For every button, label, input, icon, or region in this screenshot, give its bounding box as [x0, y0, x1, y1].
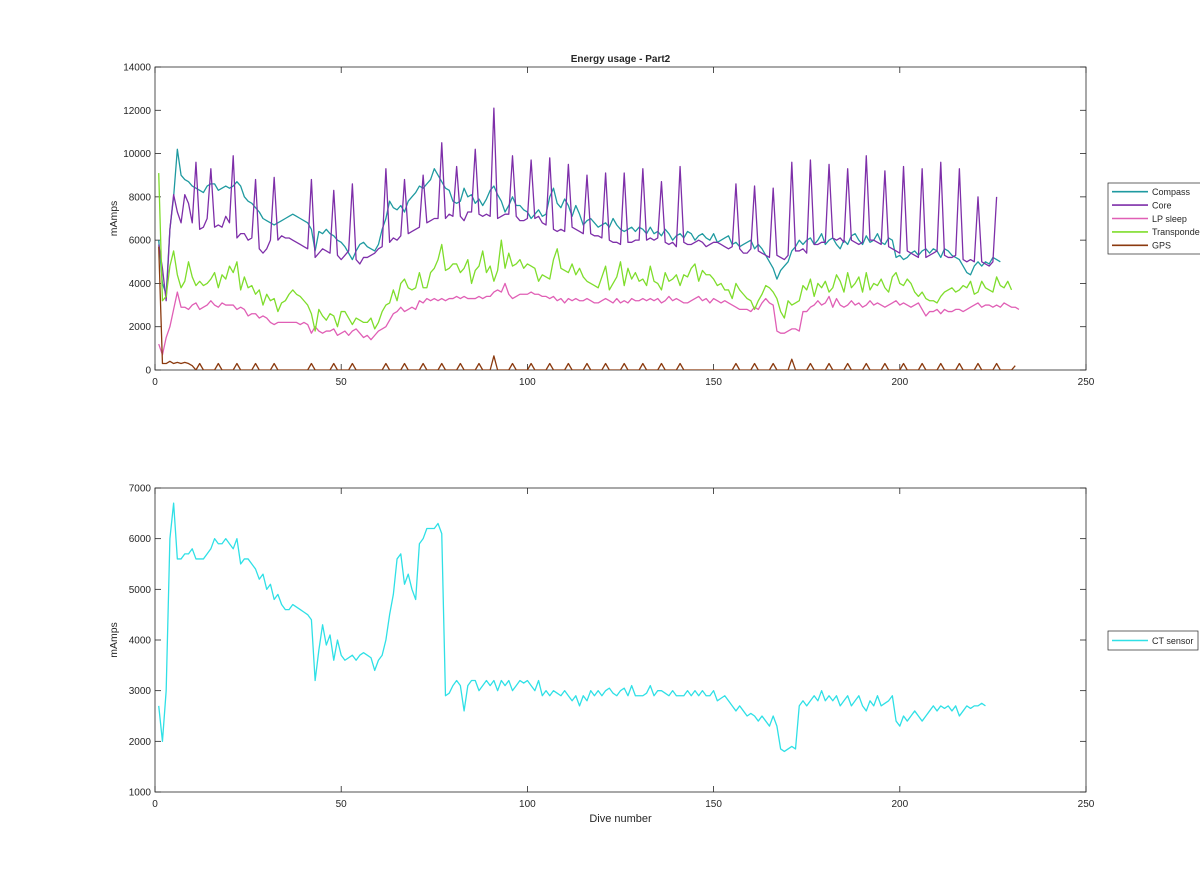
legend: CT sensor: [1107, 630, 1199, 651]
legend-label: Compass: [1152, 187, 1191, 197]
ct-sensor-chart: 0 50 100 150 200 250 1000 2000 3000 4000 5000 6000 7…: [108, 484, 1199, 825]
x-tick-label: 50: [336, 799, 348, 810]
y-tick-label: 1000: [129, 788, 152, 799]
plot-area: [154, 487, 1087, 793]
y-tick-label: 5000: [129, 585, 152, 596]
y-tick-label: 4000: [129, 636, 152, 647]
y-tick-label: 3000: [129, 686, 152, 697]
legend-box: [1107, 630, 1199, 651]
y-axis-label: mAmps: [108, 622, 120, 658]
y-tick-label: 7000: [129, 484, 152, 495]
series-line-compass: [158, 148, 1001, 295]
x-tick-label: 0: [152, 799, 158, 810]
x-tick-label: 0: [152, 377, 158, 388]
series-line-transponder: [158, 173, 1013, 332]
series-line-core: [158, 107, 998, 302]
x-tick-label: 250: [1078, 799, 1095, 810]
x-tick-label: 50: [336, 377, 348, 388]
energy-usage-chart: 0 50 100 150 200 250 0 2000 4000 6000 8000 10000 120…: [108, 54, 1200, 388]
series-line-gps: [158, 246, 1016, 370]
x-axis-label: Dive number: [589, 813, 652, 825]
series-line-ct-sensor: [158, 502, 986, 753]
x-tick-label: 150: [705, 377, 722, 388]
x-tick-label: 200: [891, 377, 908, 388]
y-axis-label: mAmps: [108, 201, 120, 237]
legend-label: Core: [1152, 200, 1172, 210]
legend-label: CT sensor: [1152, 636, 1193, 646]
legend-label: GPS: [1152, 241, 1171, 251]
y-tick-label: 8000: [129, 192, 152, 203]
x-tick-label: 100: [519, 799, 536, 810]
chart-title: Energy usage - Part2: [571, 54, 671, 65]
y-tick-label: 10000: [123, 149, 151, 160]
y-tick-label: 2000: [129, 737, 152, 748]
y-tick-label: 14000: [123, 63, 151, 74]
y-tick-label: 6000: [129, 534, 152, 545]
y-tick-label: 6000: [129, 236, 152, 247]
y-tick-label: 12000: [123, 106, 151, 117]
x-tick-label: 100: [519, 377, 536, 388]
legend-label: Transponder: [1152, 227, 1200, 237]
series-line-lp-sleep: [158, 282, 1020, 356]
y-tick-label: 4000: [129, 279, 152, 290]
x-tick-label: 250: [1078, 377, 1095, 388]
y-tick-label: 0: [145, 366, 151, 377]
legend: Compass Core LP sleep Transponder GPS: [1107, 182, 1200, 255]
y-tick-label: 2000: [129, 322, 152, 333]
x-tick-label: 200: [891, 799, 908, 810]
legend-label: LP sleep: [1152, 214, 1187, 224]
x-tick-label: 150: [705, 799, 722, 810]
plot-area: [154, 66, 1087, 371]
